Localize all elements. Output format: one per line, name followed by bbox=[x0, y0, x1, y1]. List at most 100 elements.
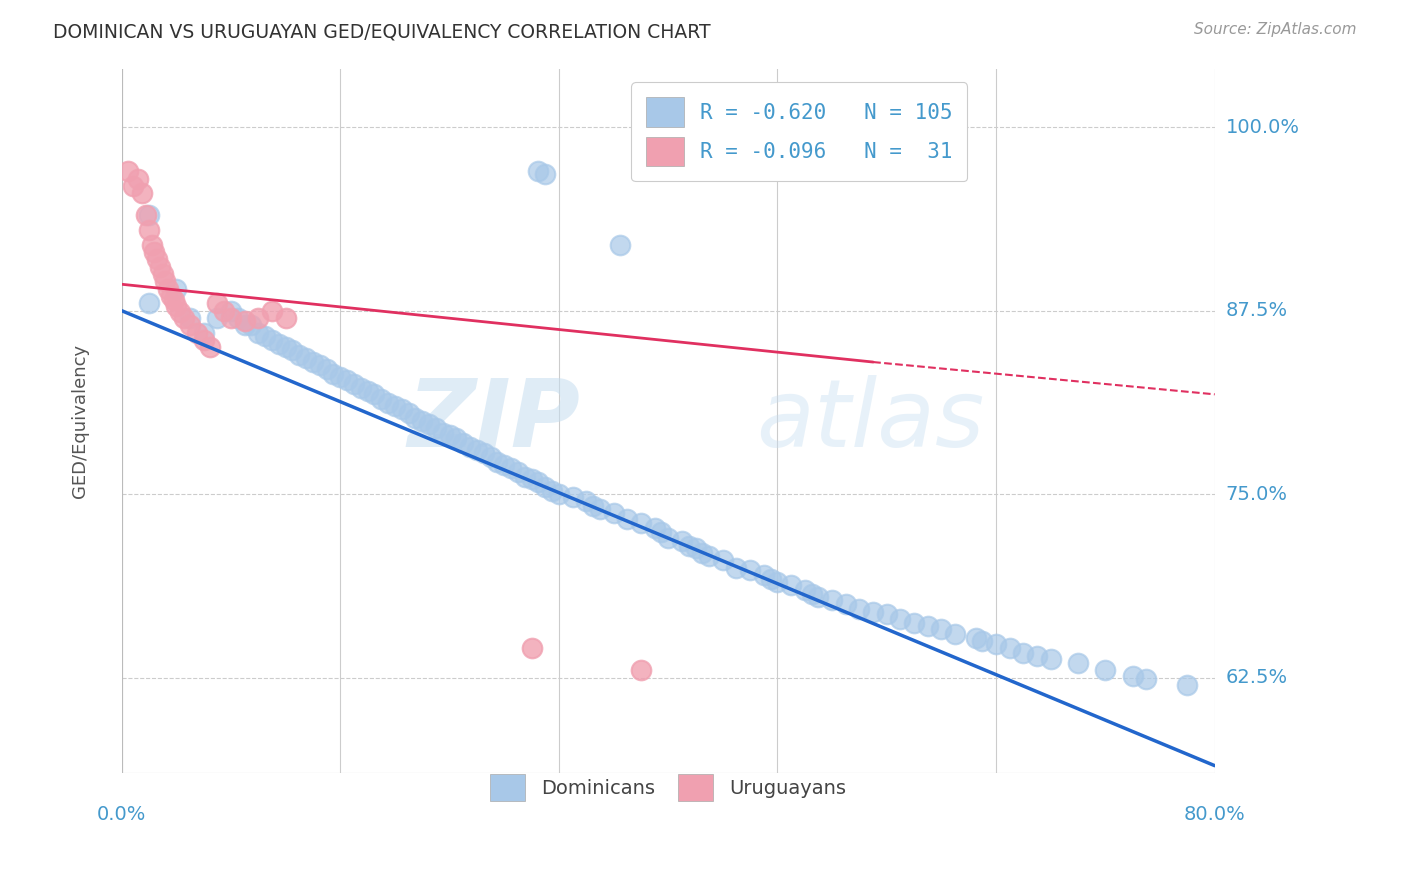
Point bbox=[848, 601, 870, 615]
Point bbox=[520, 473, 543, 487]
Point bbox=[165, 299, 187, 313]
Text: 100.0%: 100.0% bbox=[1226, 118, 1299, 136]
Point bbox=[418, 417, 440, 431]
Point bbox=[160, 289, 183, 303]
Point bbox=[288, 348, 311, 362]
Point bbox=[534, 167, 557, 181]
Point bbox=[207, 311, 229, 326]
Point bbox=[226, 311, 249, 326]
Point bbox=[752, 567, 775, 582]
Point bbox=[506, 465, 529, 479]
Point bbox=[363, 387, 385, 401]
Point bbox=[425, 421, 447, 435]
Point bbox=[972, 634, 994, 648]
Point bbox=[1177, 678, 1199, 692]
Point bbox=[479, 450, 502, 465]
Point bbox=[315, 362, 337, 376]
Point bbox=[138, 208, 160, 222]
Point bbox=[998, 641, 1021, 656]
Text: GED/Equivalency: GED/Equivalency bbox=[72, 343, 89, 498]
Point bbox=[141, 237, 163, 252]
Point bbox=[644, 521, 666, 535]
Point bbox=[193, 326, 215, 340]
Point bbox=[121, 178, 143, 193]
Point bbox=[260, 333, 283, 347]
Point bbox=[267, 337, 290, 351]
Point bbox=[138, 223, 160, 237]
Point bbox=[575, 494, 598, 508]
Point bbox=[370, 392, 392, 406]
Point bbox=[547, 487, 569, 501]
Point bbox=[146, 252, 169, 267]
Point bbox=[582, 499, 605, 513]
Point bbox=[281, 343, 304, 358]
Point bbox=[233, 314, 256, 328]
Point bbox=[240, 318, 263, 333]
Point bbox=[143, 244, 166, 259]
Point bbox=[219, 303, 242, 318]
Point bbox=[152, 267, 174, 281]
Point bbox=[207, 296, 229, 310]
Point bbox=[671, 534, 693, 549]
Point bbox=[219, 311, 242, 326]
Point bbox=[322, 367, 344, 381]
Point bbox=[446, 431, 468, 445]
Point bbox=[274, 340, 297, 354]
Point bbox=[965, 631, 987, 645]
Point bbox=[131, 186, 153, 201]
Point bbox=[692, 546, 714, 560]
Point bbox=[602, 506, 624, 520]
Point bbox=[377, 396, 399, 410]
Point bbox=[411, 414, 433, 428]
Point bbox=[432, 425, 454, 440]
Point bbox=[157, 282, 180, 296]
Point bbox=[302, 355, 325, 369]
Point bbox=[1122, 669, 1144, 683]
Point bbox=[678, 539, 700, 553]
Point bbox=[889, 612, 911, 626]
Point bbox=[520, 641, 543, 656]
Point bbox=[494, 458, 516, 472]
Point bbox=[630, 663, 652, 677]
Text: 0.0%: 0.0% bbox=[97, 805, 146, 824]
Point bbox=[1094, 663, 1116, 677]
Point bbox=[984, 637, 1007, 651]
Point bbox=[274, 311, 297, 326]
Point bbox=[630, 516, 652, 531]
Point bbox=[740, 564, 762, 578]
Point bbox=[943, 626, 966, 640]
Point bbox=[1026, 648, 1049, 663]
Point bbox=[308, 358, 330, 372]
Text: 62.5%: 62.5% bbox=[1226, 668, 1288, 687]
Point bbox=[384, 399, 406, 413]
Point bbox=[458, 440, 481, 454]
Point bbox=[685, 541, 707, 556]
Point bbox=[609, 237, 631, 252]
Point bbox=[876, 607, 898, 622]
Point bbox=[499, 460, 522, 475]
Point bbox=[260, 303, 283, 318]
Point bbox=[766, 575, 789, 590]
Point bbox=[780, 578, 803, 592]
Point bbox=[439, 428, 461, 442]
Point bbox=[247, 311, 270, 326]
Point bbox=[527, 475, 550, 490]
Point bbox=[404, 410, 426, 425]
Point bbox=[1067, 656, 1090, 670]
Point bbox=[398, 406, 420, 420]
Point bbox=[343, 377, 366, 392]
Point bbox=[697, 549, 720, 563]
Text: Source: ZipAtlas.com: Source: ZipAtlas.com bbox=[1194, 22, 1357, 37]
Point bbox=[1135, 672, 1157, 686]
Point bbox=[561, 490, 583, 504]
Point bbox=[117, 164, 139, 178]
Text: DOMINICAN VS URUGUAYAN GED/EQUIVALENCY CORRELATION CHART: DOMINICAN VS URUGUAYAN GED/EQUIVALENCY C… bbox=[53, 22, 711, 41]
Point bbox=[247, 326, 270, 340]
Point bbox=[179, 318, 201, 333]
Point bbox=[212, 303, 235, 318]
Point bbox=[513, 469, 536, 483]
Point bbox=[657, 531, 679, 545]
Point bbox=[534, 480, 557, 494]
Point bbox=[127, 171, 149, 186]
Text: ZIP: ZIP bbox=[408, 375, 581, 467]
